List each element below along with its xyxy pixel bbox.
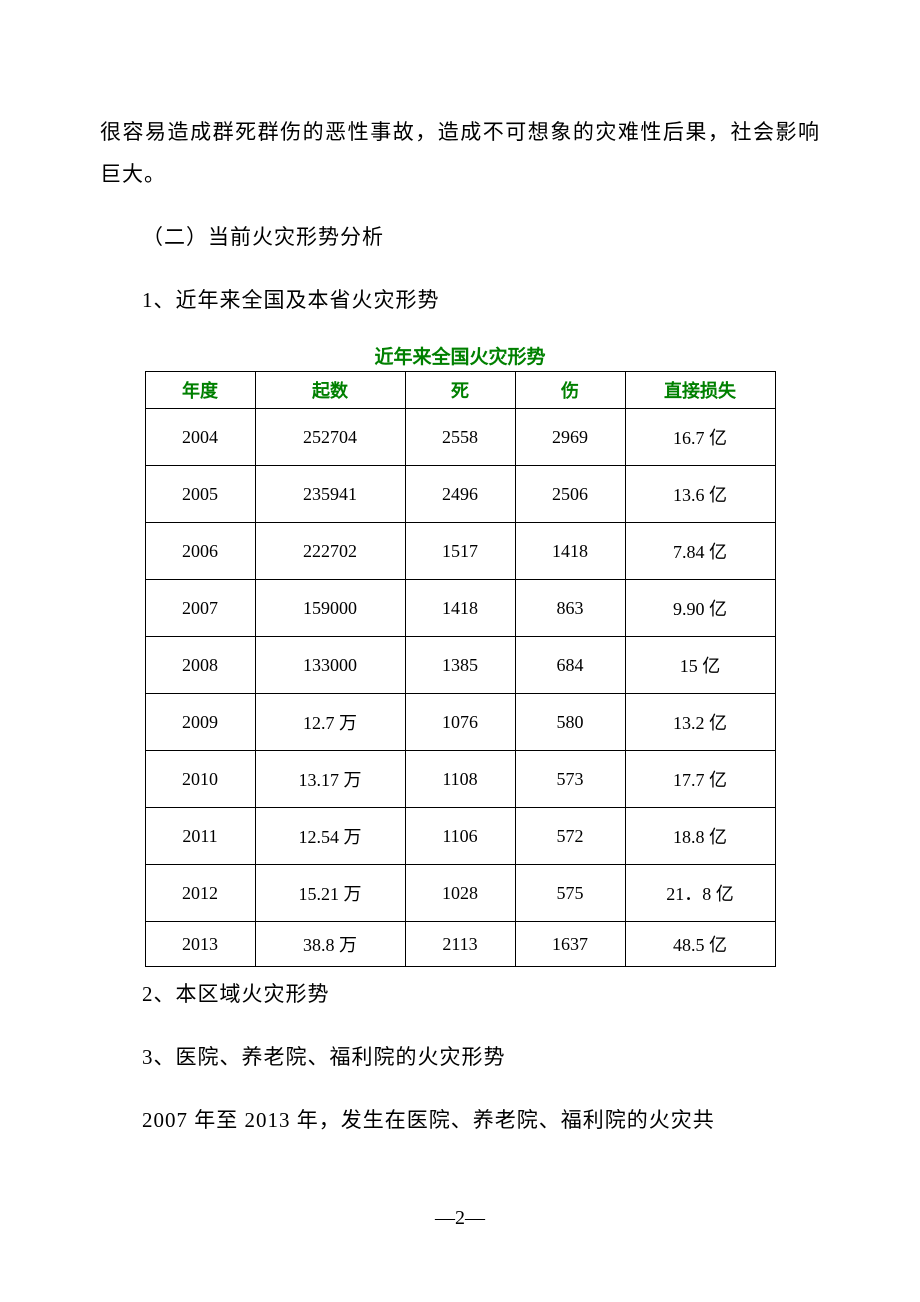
fire-stats-table: 年度 起数 死 伤 直接损失 2004 252704 2558 2969 16.…: [145, 371, 776, 967]
table-row: 2007 159000 1418 863 9.90 亿: [145, 580, 775, 637]
item-2: 2、本区域火灾形势: [100, 973, 820, 1015]
cell-death: 2558: [405, 409, 515, 466]
cell-injury: 684: [515, 637, 625, 694]
cell-count: 222702: [255, 523, 405, 580]
cell-death: 1418: [405, 580, 515, 637]
cell-injury: 580: [515, 694, 625, 751]
cell-count: 38.8 万: [255, 922, 405, 967]
cell-count: 235941: [255, 466, 405, 523]
cell-year: 2011: [145, 808, 255, 865]
cell-injury: 1637: [515, 922, 625, 967]
cell-loss: 17.7 亿: [625, 751, 775, 808]
cell-death: 1076: [405, 694, 515, 751]
cell-loss: 9.90 亿: [625, 580, 775, 637]
cell-year: 2006: [145, 523, 255, 580]
cell-year: 2008: [145, 637, 255, 694]
cell-year: 2005: [145, 466, 255, 523]
cell-count: 13.17 万: [255, 751, 405, 808]
th-death: 死: [405, 372, 515, 409]
cell-year: 2012: [145, 865, 255, 922]
paragraph-1: 很容易造成群死群伤的恶性事故，造成不可想象的灾难性后果，社会影响巨大。: [100, 111, 820, 195]
cell-injury: 572: [515, 808, 625, 865]
cell-loss: 18.8 亿: [625, 808, 775, 865]
cell-year: 2007: [145, 580, 255, 637]
table-row: 2004 252704 2558 2969 16.7 亿: [145, 409, 775, 466]
cell-count: 12.7 万: [255, 694, 405, 751]
table-row: 2010 13.17 万 1108 573 17.7 亿: [145, 751, 775, 808]
heading-section-2: （二）当前火灾形势分析: [100, 216, 820, 258]
cell-death: 1108: [405, 751, 515, 808]
table-row: 2013 38.8 万 2113 1637 48.5 亿: [145, 922, 775, 967]
cell-loss: 15 亿: [625, 637, 775, 694]
cell-count: 252704: [255, 409, 405, 466]
table-row: 2005 235941 2496 2506 13.6 亿: [145, 466, 775, 523]
table-row: 2006 222702 1517 1418 7.84 亿: [145, 523, 775, 580]
cell-death: 2113: [405, 922, 515, 967]
item-3: 3、医院、养老院、福利院的火灾形势: [100, 1036, 820, 1078]
cell-injury: 2506: [515, 466, 625, 523]
paragraph-tail: 2007 年至 2013 年，发生在医院、养老院、福利院的火灾共: [100, 1099, 820, 1141]
cell-year: 2010: [145, 751, 255, 808]
table-header-row: 年度 起数 死 伤 直接损失: [145, 372, 775, 409]
th-loss: 直接损失: [625, 372, 775, 409]
table-row: 2008 133000 1385 684 15 亿: [145, 637, 775, 694]
cell-count: 133000: [255, 637, 405, 694]
cell-loss: 13.6 亿: [625, 466, 775, 523]
document-page: 很容易造成群死群伤的恶性事故，造成不可想象的灾难性后果，社会影响巨大。 （二）当…: [0, 0, 920, 1302]
cell-year: 2013: [145, 922, 255, 967]
table-row: 2009 12.7 万 1076 580 13.2 亿: [145, 694, 775, 751]
cell-death: 1517: [405, 523, 515, 580]
page-number: —2—: [0, 1207, 920, 1230]
cell-loss: 16.7 亿: [625, 409, 775, 466]
table-title: 近年来全国火灾形势: [100, 342, 820, 369]
cell-year: 2004: [145, 409, 255, 466]
cell-death: 1028: [405, 865, 515, 922]
table-row: 2012 15.21 万 1028 575 21．8 亿: [145, 865, 775, 922]
cell-injury: 1418: [515, 523, 625, 580]
cell-injury: 573: [515, 751, 625, 808]
item-1: 1、近年来全国及本省火灾形势: [100, 279, 820, 321]
cell-loss: 13.2 亿: [625, 694, 775, 751]
table-row: 2011 12.54 万 1106 572 18.8 亿: [145, 808, 775, 865]
cell-year: 2009: [145, 694, 255, 751]
th-count: 起数: [255, 372, 405, 409]
cell-loss: 21．8 亿: [625, 865, 775, 922]
cell-death: 1106: [405, 808, 515, 865]
cell-injury: 863: [515, 580, 625, 637]
cell-death: 1385: [405, 637, 515, 694]
cell-count: 15.21 万: [255, 865, 405, 922]
cell-death: 2496: [405, 466, 515, 523]
cell-injury: 2969: [515, 409, 625, 466]
cell-count: 12.54 万: [255, 808, 405, 865]
cell-count: 159000: [255, 580, 405, 637]
cell-injury: 575: [515, 865, 625, 922]
th-year: 年度: [145, 372, 255, 409]
th-injury: 伤: [515, 372, 625, 409]
cell-loss: 7.84 亿: [625, 523, 775, 580]
cell-loss: 48.5 亿: [625, 922, 775, 967]
